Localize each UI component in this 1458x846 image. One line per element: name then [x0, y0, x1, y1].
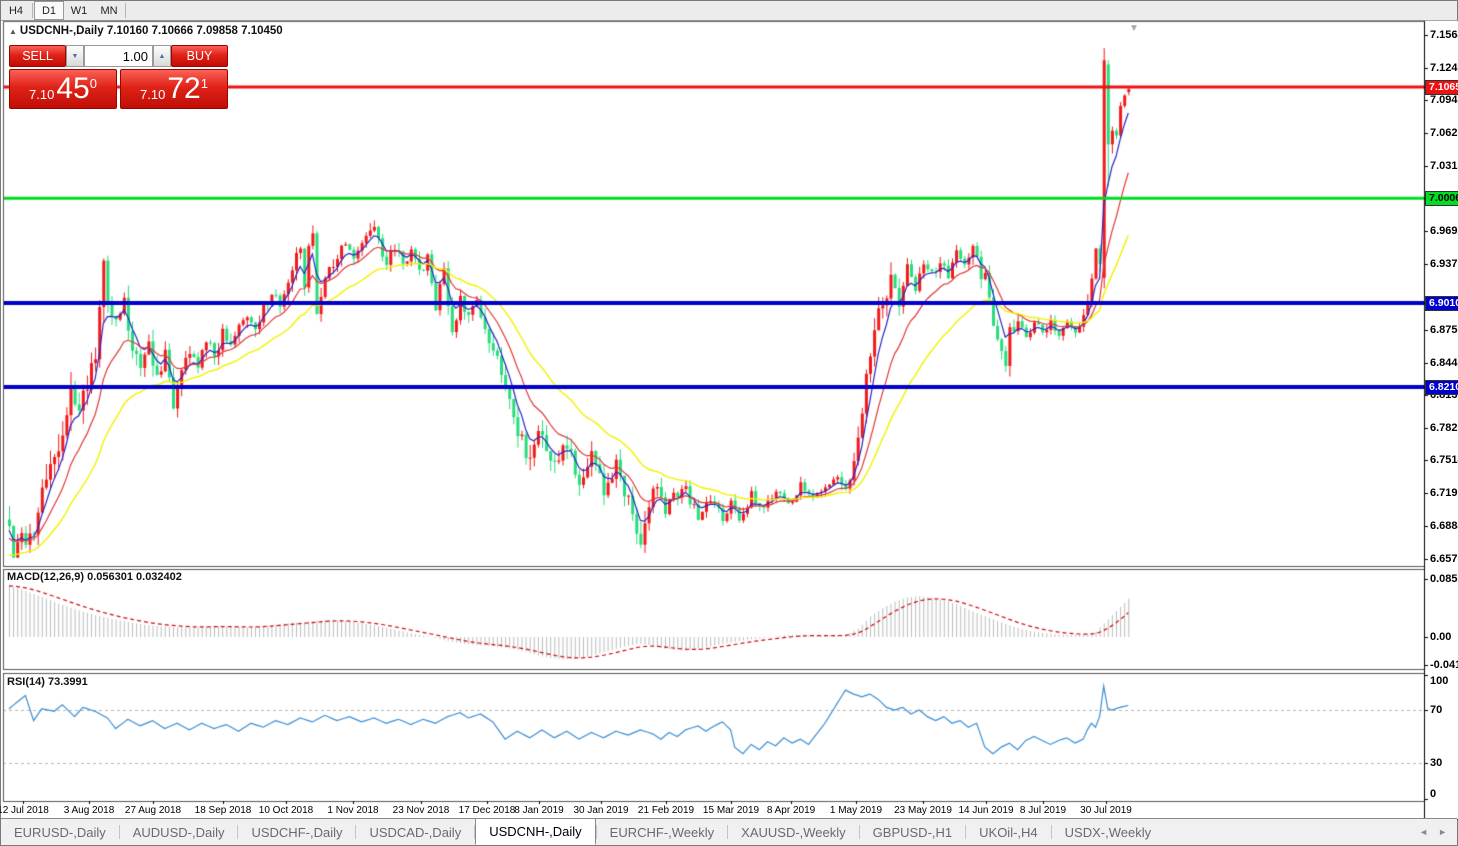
tab-divider	[595, 825, 597, 839]
volume-input[interactable]	[84, 45, 153, 67]
price-axis-tick: 6.96920	[1430, 225, 1458, 238]
macd-axis-tick: 0.085164	[1430, 573, 1458, 585]
collapse-arrow-icon[interactable]: ▲	[9, 27, 17, 36]
date-axis-tick: 8 Apr 2019	[766, 805, 816, 816]
sell-button[interactable]: SELL	[9, 45, 66, 67]
chart-tab-usdcnh-daily[interactable]: USDCNH-,Daily	[475, 818, 596, 845]
rsi-axis-tick: 30	[1430, 757, 1443, 769]
chart-tab-usdcad-daily[interactable]: USDCAD-,Daily	[369, 824, 462, 840]
price-level-badge: 7.10651	[1425, 80, 1458, 96]
buy-price-prefix: 7.10	[140, 86, 166, 102]
buy-price-big-digits: 72	[167, 72, 201, 105]
rsi-axis-tick: 70	[1430, 704, 1443, 716]
date-axis-tick: 12 Jul 2018	[0, 805, 49, 816]
chart-shift-marker-icon[interactable]: ▼	[1129, 23, 1139, 34]
buy-button[interactable]: BUY	[171, 45, 228, 67]
price-axis-tick: 6.71990	[1430, 487, 1458, 500]
chart-ohlc-values: 7.10160 7.10666 7.09858 7.10450	[106, 25, 283, 37]
price-axis-tick: 7.15640	[1430, 28, 1458, 41]
price-axis-tick: 7.09430	[1430, 93, 1458, 106]
date-axis-tick: 15 Mar 2019	[702, 805, 760, 816]
rsi-axis-tick: 0	[1430, 788, 1437, 800]
macd-indicator-label: MACD(12,26,9) 0.056301 0.032402	[7, 571, 182, 583]
date-axis-tick: 18 Sep 2018	[194, 805, 252, 816]
date-axis-tick: 21 Feb 2019	[637, 805, 695, 816]
macd-axis-tick: -0.04159	[1430, 659, 1458, 672]
date-axis-tick: 17 Dec 2018	[458, 805, 516, 816]
date-axis-tick: 10 Oct 2018	[258, 805, 314, 816]
date-axis-tick: 23 May 2019	[894, 805, 952, 816]
price-axis-tick: 7.03130	[1430, 160, 1458, 173]
tab-divider	[118, 825, 120, 839]
chart-tab-usdchf-daily[interactable]: USDCHF-,Daily	[251, 824, 343, 840]
sell-price-button[interactable]: 7.10 45 0	[9, 69, 117, 109]
date-axis-tick: 3 Aug 2018	[63, 805, 115, 816]
price-axis-tick: 6.68840	[1430, 520, 1458, 533]
tab-divider	[474, 825, 476, 839]
date-axis-tick: 30 Jan 2019	[573, 805, 629, 816]
chart-header: ▲ USDCNH-,Daily 7.10160 7.10666 7.09858 7…	[9, 25, 283, 37]
date-axis-tick: 14 Jun 2019	[958, 805, 1014, 816]
price-axis-tick: 6.84410	[1430, 356, 1458, 369]
price-axis-tick: 6.65780	[1430, 552, 1458, 565]
buy-price-pips: 1	[200, 75, 208, 91]
chart-tab-gbpusd-h1[interactable]: GBPUSD-,H1	[872, 824, 953, 840]
sell-price-pips: 0	[89, 75, 97, 91]
chart-tab-usdx-weekly[interactable]: USDX-,Weekly	[1064, 824, 1152, 840]
chart-tab-ukoil-h4[interactable]: UKOil-,H4	[979, 824, 1038, 840]
tab-divider	[858, 825, 860, 839]
price-axis-tick: 6.78200	[1430, 422, 1458, 435]
tab-scroll-right-icon[interactable]: ►	[1438, 827, 1447, 837]
chart-tab-bar: EURUSD-,Daily AUDUSD-,Daily USDCHF-,Daily U…	[1, 818, 1457, 845]
volume-increase-button[interactable]: ▲	[153, 45, 171, 67]
tab-divider	[965, 825, 967, 839]
price-axis-tick: 7.12490	[1430, 61, 1458, 74]
rsi-indicator-label: RSI(14) 73.3991	[7, 676, 88, 688]
chart-symbol-label: USDCNH-,Daily	[19, 25, 104, 37]
chart-tab-eurusd-daily[interactable]: EURUSD-,Daily	[14, 824, 106, 840]
tab-scroll-left-icon[interactable]: ◄	[1419, 827, 1429, 837]
tab-divider	[237, 825, 239, 839]
date-axis-tick: 27 Aug 2018	[124, 805, 182, 816]
rsi-axis-tick: 100	[1430, 675, 1449, 687]
chart-tab-xauusd-weekly[interactable]: XAUUSD-,Weekly	[741, 824, 846, 840]
tab-divider	[1050, 825, 1052, 839]
date-axis-tick: 1 May 2019	[829, 805, 883, 816]
chart-tab-eurchf-weekly[interactable]: EURCHF-,Weekly	[609, 824, 715, 840]
tab-divider	[727, 825, 729, 839]
sell-price-big-digits: 45	[56, 72, 90, 105]
date-axis-tick: 1 Nov 2018	[327, 805, 379, 816]
macd-axis-tick: 0.00	[1430, 631, 1452, 643]
date-axis-tick: 23 Nov 2018	[392, 805, 450, 816]
date-axis-tick: 30 Jul 2019	[1080, 805, 1132, 816]
price-level-badge: 7.00068	[1425, 191, 1458, 207]
price-axis-tick: 6.75140	[1430, 454, 1458, 467]
price-axis-tick: 6.87560	[1430, 323, 1458, 336]
date-axis-tick: 8 Jul 2019	[1019, 805, 1067, 816]
buy-price-button[interactable]: 7.10 72 1	[120, 69, 228, 109]
chart-tab-audusd-daily[interactable]: AUDUSD-,Daily	[132, 824, 225, 840]
price-axis-tick: 6.93770	[1430, 258, 1458, 271]
price-level-badge: 6.90100	[1425, 296, 1458, 312]
tab-divider	[355, 825, 357, 839]
price-axis-tick: 7.06280	[1430, 126, 1458, 139]
one-click-trade-panel: SELL ▼ ▲ BUY 7.10 45 0 7.10 72 1	[9, 45, 228, 109]
price-level-badge: 6.82103	[1425, 380, 1458, 396]
sell-price-prefix: 7.10	[29, 86, 55, 102]
volume-decrease-button[interactable]: ▼	[66, 45, 84, 67]
date-axis-tick: 8 Jan 2019	[514, 805, 564, 816]
